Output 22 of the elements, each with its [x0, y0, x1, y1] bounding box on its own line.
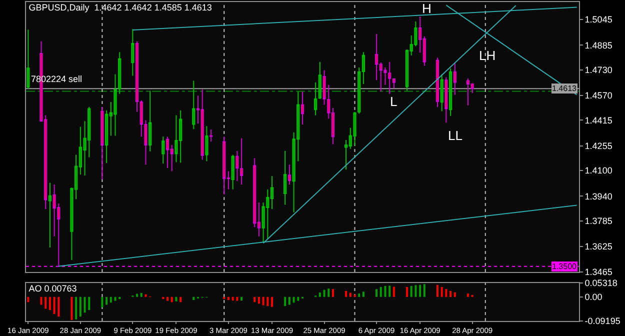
y-tick-label: 1.3625 [584, 242, 612, 252]
y-tick-label: 1.4570 [584, 90, 612, 101]
chart-title: GBPUSD,Daily 1.4642 1.4642 1.4585 1.4613 [28, 2, 212, 12]
y-tick-label: 1.3940 [584, 191, 612, 202]
annotation: H [422, 1, 432, 16]
ref-line-label: 1.4613 [552, 84, 578, 93]
y-tick-label: 1.4885 [584, 40, 612, 50]
y-tick-label: 1.5045 [584, 14, 612, 25]
y-tick-label: 1.3465 [584, 267, 612, 278]
y-tick-label: 1.4730 [584, 65, 612, 76]
y-tick-label: 0.05318 [584, 278, 618, 288]
y-tick-label: 0.00 [584, 292, 602, 302]
annotation: LL [448, 128, 462, 143]
y-tick-label: 1.4255 [584, 140, 612, 151]
y-tick-label: -0.09195 [584, 316, 620, 326]
y-tick-label: 1.4100 [584, 166, 612, 176]
chart-title: AO 0.00763 [28, 283, 77, 294]
ref-line-label: 1.3500 [552, 262, 578, 271]
annotation: L [390, 94, 398, 109]
y-tick-label: 1.4415 [584, 115, 612, 126]
y-tick-label: 1.3785 [584, 216, 612, 226]
annotation: LH [479, 48, 496, 63]
